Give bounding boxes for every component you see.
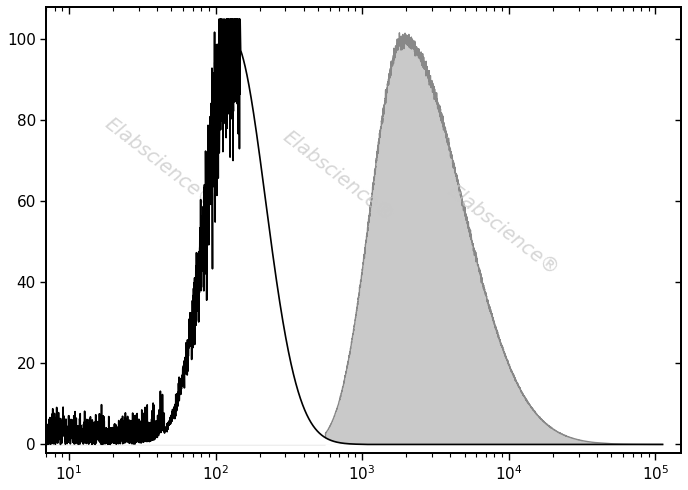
Text: Elabscience®: Elabscience® — [444, 181, 562, 279]
Text: Elabscience®: Elabscience® — [101, 114, 219, 212]
Text: Elabscience®: Elabscience® — [279, 127, 397, 225]
